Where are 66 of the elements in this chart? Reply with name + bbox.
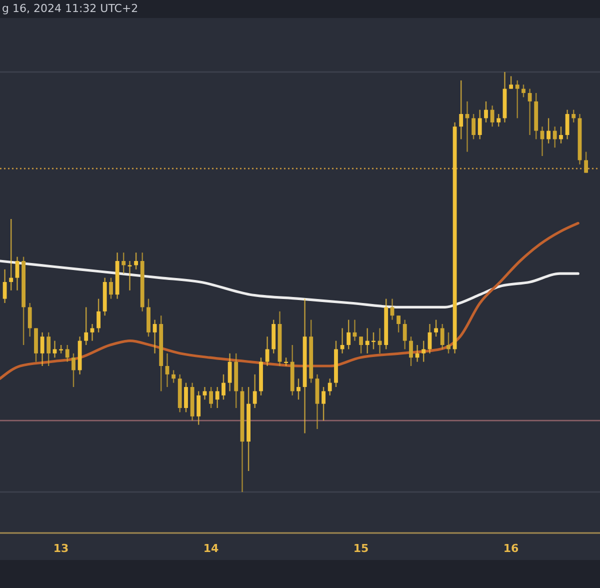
candlestick [509,76,514,90]
candlestick [402,319,407,350]
candlestick [65,344,70,362]
candlestick [396,315,401,333]
candlestick [440,323,444,350]
candlestick [346,319,351,350]
candlestick [46,332,51,367]
x-tick-label: 15 [353,542,369,555]
candlestick [365,328,370,354]
candlestick [96,298,101,333]
candlestick [552,126,557,148]
candlestick [15,256,20,291]
candlestick [72,352,76,388]
candlestick [2,268,7,304]
x-tick-label: 13 [53,542,69,555]
candlestick [446,332,450,354]
candlestick [528,88,532,136]
candlestick [422,340,426,362]
candlestick [209,386,214,409]
candlestick [584,151,588,174]
x-tick-label: 14 [203,542,220,555]
candlestick [202,386,207,400]
candlestick [565,109,570,140]
candlestick [165,352,170,388]
candlestick [228,352,232,392]
candlestick [496,113,501,128]
candlestick [515,80,520,119]
candlestick [40,332,44,367]
candlestick [128,260,132,291]
candlestick [522,84,526,98]
x-tick-label: 16 [503,542,520,555]
candlestick [459,80,464,140]
candlestick [559,126,563,144]
candlestick [122,252,126,274]
candlestick [265,336,270,367]
candlestick [152,319,157,354]
candlestick [472,113,476,140]
candlestick [172,370,176,384]
candlestick [109,277,113,300]
candlestick [415,344,420,362]
candlestick [328,378,332,396]
candlestick [390,298,394,320]
candlestick [490,105,494,128]
candlestick [478,109,482,140]
text: g 16, 2024 11:32 UTC+2 [2,2,138,15]
candlestick [84,306,88,346]
candlestick [378,328,382,354]
candlestick [52,340,57,358]
candlestick [546,118,551,144]
candlestick [484,100,488,123]
candlestick [9,218,14,291]
candlestick [215,386,220,409]
candlestick [322,386,326,422]
candlestick [409,336,413,367]
candlestick [184,382,188,413]
candlestick [340,328,344,354]
candlestick [434,319,438,338]
candlestick [252,374,257,409]
candlestick [196,390,201,426]
candlestick [222,374,226,400]
candlestick [90,323,94,342]
candlestick [572,109,576,123]
candlestick [296,378,300,400]
candlestick [28,302,32,338]
candlestick [359,336,364,354]
candlestick [134,252,138,270]
